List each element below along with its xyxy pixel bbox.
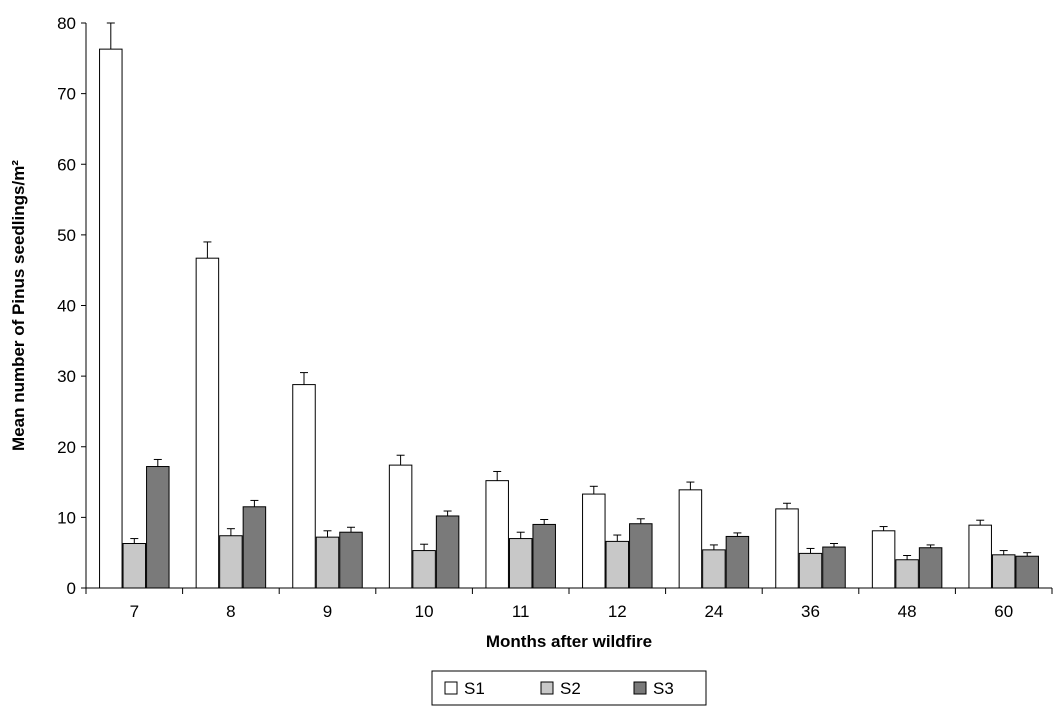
y-tick-label-20: 20 bbox=[57, 438, 76, 457]
bar-s2-9 bbox=[315, 536, 340, 589]
legend-swatch-s2 bbox=[540, 681, 554, 695]
bar-s3-12 bbox=[629, 523, 653, 589]
bar-s2-10 bbox=[412, 550, 436, 589]
bar-s3-60 bbox=[1015, 555, 1039, 589]
legend: S1 S2 S3 bbox=[431, 670, 707, 706]
bar-s2-60 bbox=[991, 554, 1016, 589]
y-tick-label-40: 40 bbox=[57, 297, 76, 316]
bar-s3-10 bbox=[435, 515, 460, 589]
y-tick-label-50: 50 bbox=[57, 226, 76, 245]
x-tick-label-12: 12 bbox=[608, 602, 627, 621]
bar-s2-12 bbox=[605, 540, 630, 589]
bar-s1-48 bbox=[871, 530, 896, 589]
bar-s1-9 bbox=[292, 384, 316, 589]
y-tick-label-0: 0 bbox=[67, 579, 76, 598]
y-tick-label-60: 60 bbox=[57, 155, 76, 174]
bar-s1-8 bbox=[195, 257, 220, 589]
y-axis-title: Mean number of Pinus seedlings/m² bbox=[9, 160, 28, 451]
x-tick-label-8: 8 bbox=[226, 602, 235, 621]
legend-box bbox=[431, 670, 707, 706]
y-tick-label-30: 30 bbox=[57, 367, 76, 386]
x-tick-label-36: 36 bbox=[801, 602, 820, 621]
bar-s1-12 bbox=[582, 493, 606, 589]
bar-s3-24 bbox=[725, 535, 750, 589]
bar-s1-60 bbox=[968, 524, 992, 589]
x-tick-label-24: 24 bbox=[704, 602, 723, 621]
axes-layer: 0 10 20 30 40 50 60 70 80 7 8 9 10 11 12 24 36 48 60 bbox=[57, 14, 1053, 621]
x-tick-label-48: 48 bbox=[898, 602, 917, 621]
bars-layer bbox=[99, 22, 1039, 589]
y-tick-label-70: 70 bbox=[57, 85, 76, 104]
bar-s2-48 bbox=[895, 559, 919, 589]
bar-s3-36 bbox=[822, 546, 846, 589]
bar-s3-9 bbox=[339, 531, 363, 589]
x-axis-title: Months after wildfire bbox=[486, 632, 652, 651]
bar-s3-7 bbox=[146, 466, 170, 589]
x-tick-label-10: 10 bbox=[415, 602, 434, 621]
bar-s3-11 bbox=[532, 523, 556, 589]
bar-s1-7 bbox=[99, 48, 123, 589]
legend-label-s3: S3 bbox=[653, 679, 674, 698]
bar-s3-8 bbox=[242, 506, 267, 589]
legend-swatch-s1 bbox=[444, 681, 458, 695]
bar-s1-10 bbox=[388, 464, 413, 589]
x-tick-label-7: 7 bbox=[130, 602, 139, 621]
x-tick-label-60: 60 bbox=[994, 602, 1013, 621]
bar-s3-48 bbox=[918, 547, 943, 589]
bar-s1-36 bbox=[775, 508, 799, 589]
bar-s2-7 bbox=[122, 543, 147, 589]
bar-s2-24 bbox=[702, 549, 726, 589]
legend-label-s1: S1 bbox=[464, 679, 485, 698]
bar-s1-11 bbox=[485, 480, 509, 589]
legend-label-s2: S2 bbox=[560, 679, 581, 698]
y-tick-label-80: 80 bbox=[57, 14, 76, 33]
x-tick-label-11: 11 bbox=[512, 602, 530, 621]
bar-s1-24 bbox=[678, 489, 703, 589]
x-tick-label-9: 9 bbox=[323, 602, 332, 621]
bar-s2-11 bbox=[508, 538, 533, 589]
y-tick-label-10: 10 bbox=[57, 508, 76, 527]
bar-s2-8 bbox=[219, 535, 243, 589]
legend-swatch-s3 bbox=[633, 681, 647, 695]
bar-s2-36 bbox=[798, 552, 823, 589]
